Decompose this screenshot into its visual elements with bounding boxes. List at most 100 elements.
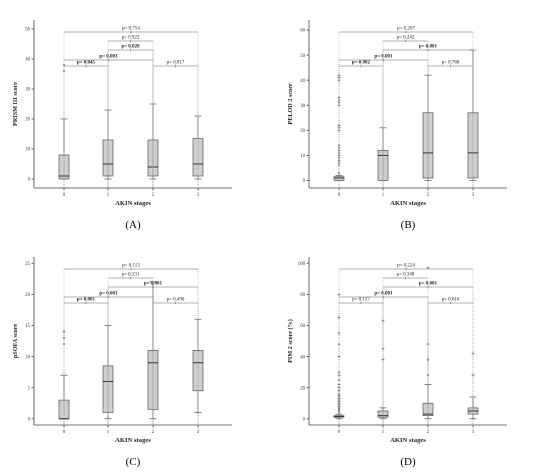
x-axis-label: AKIN stages [115, 437, 151, 444]
panel-letter: (B) [401, 219, 416, 231]
p-value-label: p= 0.001 [374, 292, 393, 297]
y-tick-label: 60 [300, 29, 305, 34]
p-value-label: p= 0.045 [77, 61, 96, 66]
chart-3: 0 20 40 60 80 100 0 1 2 3 AKIN stages PIM 2 score (… [287, 257, 507, 468]
p-value-label: p= 0.113 [122, 264, 140, 269]
p-value-label: p= 0.001 [374, 55, 393, 60]
y-tick-label: 60 [300, 324, 305, 329]
chart-1: 0 10 20 30 40 50 60 0 1 2 3 AKIN stages PELOD 2 scor… [287, 20, 507, 231]
p-value-label: p= 0.001 [99, 292, 118, 297]
box-3 [467, 49, 479, 181]
p-value-label: p= 0.922 [122, 36, 140, 41]
x-tick-label: 3 [197, 193, 200, 198]
y-tick-label: 15 [25, 324, 30, 329]
panel-letter: (C) [126, 456, 141, 468]
y-tick-label: 10 [25, 355, 30, 360]
chart-0: 0 10 20 30 40 50 0 1 2 3 AKIN stages PRISM III scor… [12, 20, 232, 231]
y-tick-label: 80 [300, 293, 305, 298]
comparison-bracket: p= 0.117 [338, 298, 384, 425]
x-tick-label: 2 [152, 430, 155, 435]
panel-letter: (D) [400, 456, 416, 468]
p-value-label: p= 0.117 [352, 298, 370, 303]
p-value-label: p= 0.768 [442, 61, 460, 66]
y-tick-label: 20 [300, 386, 305, 391]
comparison-bracket: p= 0.231 [107, 273, 154, 425]
comparison-bracket: p= 0.001 [338, 292, 429, 425]
x-tick-label: 3 [472, 193, 475, 198]
y-axis-label: pSOFA score [12, 324, 19, 359]
x-tick-label: 1 [107, 193, 110, 198]
y-tick-label: 100 [298, 262, 306, 267]
x-tick-label: 0 [338, 193, 341, 198]
x-tick-label: 1 [382, 430, 385, 435]
x-axis-label: AKIN stages [390, 200, 426, 207]
x-tick-label: 0 [338, 430, 341, 435]
y-tick-label: 40 [25, 58, 30, 63]
y-tick-label: 10 [300, 154, 305, 159]
x-tick-label: 1 [107, 430, 110, 435]
y-axis-label: PELOD 2 score [287, 83, 294, 124]
y-tick-label: 10 [25, 148, 30, 153]
y-tick-label: 0 [303, 417, 306, 422]
x-tick-label: 2 [152, 193, 155, 198]
p-value-label: p= 0.002 [352, 61, 371, 66]
panel-d: 0 20 40 60 80 100 0 1 2 3 AKIN stages PIM 2 score (… [275, 237, 550, 474]
panel-c: 0 5 10 15 20 25 0 1 2 3 AKIN stages pSOFA score p= 0… [0, 237, 275, 474]
p-value-label: p= 0.224 [397, 264, 415, 269]
y-tick-label: 20 [300, 129, 305, 134]
outlier-star [337, 161, 341, 165]
comparison-bracket: p= 0.340 [382, 273, 429, 425]
p-value-label: p= 0.001 [77, 298, 96, 303]
y-tick-label: 20 [25, 293, 30, 298]
y-tick-label: 30 [300, 104, 305, 109]
y-tick-label: 5 [28, 386, 31, 391]
comparison-bracket: p= 0.817 [152, 61, 199, 188]
x-tick-label: 2 [427, 193, 430, 198]
y-tick-label: 30 [25, 88, 30, 93]
x-axis-label: AKIN stages [115, 200, 151, 207]
comparison-bracket: p= 0.922 [107, 36, 154, 188]
comparison-bracket: p= 0.002 [338, 61, 384, 188]
y-tick-label: 40 [300, 355, 305, 360]
y-tick-label: 0 [28, 417, 31, 422]
comparison-bracket: p= 0.610 [427, 298, 474, 425]
comparison-bracket: p= 0.242 [382, 36, 429, 188]
x-tick-label: 2 [427, 430, 430, 435]
outlier-star [337, 156, 341, 160]
chart-2: 0 5 10 15 20 25 0 1 2 3 AKIN stages pSOFA score p= 0… [12, 257, 232, 468]
p-value-label: p= 0.267 [397, 27, 415, 32]
comparison-bracket: p= 0.768 [427, 61, 474, 188]
outlier-star [337, 392, 341, 396]
outlier-star [337, 126, 341, 130]
p-value-label: p= 0.610 [442, 298, 460, 303]
y-axis-label: PIM 2 score (%) [287, 319, 294, 363]
comparison-bracket: p= 0.490 [152, 298, 199, 425]
p-value-label: p= 0.242 [397, 36, 415, 41]
box-0 [58, 63, 70, 180]
comparison-bracket: p= 0.754 [63, 27, 199, 188]
x-tick-label: 0 [63, 430, 66, 435]
y-tick-label: 0 [28, 178, 31, 183]
panel-letter: (A) [125, 219, 141, 231]
outlier-star [337, 151, 341, 155]
outlier-point [62, 336, 66, 340]
comparison-bracket: p= 0.020 [107, 45, 154, 188]
comparison-bracket: p= 0.113 [63, 264, 199, 425]
p-value-label: p= 0.020 [121, 45, 140, 50]
iqr-box [58, 154, 70, 180]
x-axis-label: AKIN stages [390, 437, 426, 444]
comparison-bracket: p= 0.267 [338, 27, 474, 188]
x-tick-label: 3 [197, 430, 200, 435]
y-tick-label: 50 [25, 28, 30, 33]
outlier-star [337, 146, 341, 150]
p-value-label: p= 0.231 [122, 273, 140, 278]
y-axis-label: PRISM III score [12, 82, 19, 126]
p-value-label: p= 0.817 [167, 61, 185, 66]
comparison-bracket: p= 0.001 [63, 298, 109, 425]
y-tick-label: 20 [25, 118, 30, 123]
y-tick-label: 25 [25, 262, 30, 267]
x-tick-label: 1 [382, 193, 385, 198]
x-tick-label: 3 [472, 430, 475, 435]
y-tick-label: 50 [300, 54, 305, 59]
panel-b: 0 10 20 30 40 50 60 0 1 2 3 AKIN stages PELOD 2 scor… [275, 0, 550, 237]
